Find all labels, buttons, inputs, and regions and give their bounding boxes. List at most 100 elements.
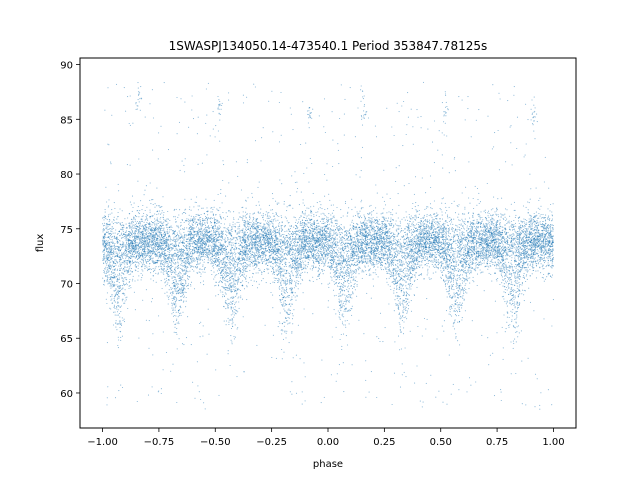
data-point (248, 216, 251, 218)
data-point (364, 266, 366, 268)
data-point (396, 250, 398, 253)
data-point (133, 262, 135, 264)
data-point (446, 253, 448, 256)
data-point (266, 226, 268, 228)
data-point (418, 229, 420, 231)
data-point (130, 263, 132, 265)
data-point (317, 250, 319, 252)
data-point (389, 245, 391, 247)
data-point (234, 283, 236, 285)
data-point (195, 216, 197, 218)
data-point (529, 268, 531, 270)
data-point (542, 232, 544, 234)
data-point (389, 225, 391, 227)
data-point (459, 232, 461, 234)
data-point (365, 273, 368, 275)
data-point (441, 229, 443, 231)
data-point (242, 232, 244, 234)
data-point (291, 331, 293, 333)
data-point (489, 262, 491, 265)
data-point (252, 228, 254, 230)
data-point (340, 244, 342, 247)
data-point (110, 308, 112, 310)
data-point (280, 215, 282, 217)
data-point (197, 258, 199, 260)
data-point (430, 255, 432, 257)
data-point (113, 248, 115, 250)
data-point (342, 236, 344, 238)
data-point (366, 223, 368, 225)
data-point (216, 222, 218, 225)
data-point (540, 224, 543, 226)
data-point (152, 271, 155, 273)
data-point (322, 255, 324, 257)
data-point (249, 232, 251, 234)
data-point (428, 253, 430, 255)
data-point (440, 227, 442, 229)
data-point (489, 225, 491, 227)
data-point (333, 309, 335, 311)
data-point (455, 278, 457, 280)
data-point (394, 271, 396, 273)
data-point (470, 267, 472, 269)
data-point (507, 266, 509, 268)
data-point (520, 269, 522, 271)
data-point (432, 225, 434, 227)
data-point (390, 225, 392, 227)
data-point (174, 296, 176, 298)
data-point (232, 270, 234, 272)
data-point (197, 257, 199, 259)
data-point (308, 247, 310, 249)
data-point (141, 269, 143, 271)
data-point (359, 239, 361, 241)
data-point (394, 238, 396, 240)
data-point (501, 214, 503, 216)
data-point (120, 275, 122, 277)
data-point (441, 231, 443, 234)
data-point (397, 217, 399, 219)
data-point (405, 287, 407, 289)
data-point (296, 260, 298, 262)
data-point (543, 267, 545, 270)
data-point (512, 243, 514, 245)
data-point (372, 246, 374, 248)
data-point (122, 281, 124, 283)
data-point (405, 259, 407, 261)
data-point (233, 308, 235, 311)
data-point (393, 310, 395, 312)
data-point (519, 271, 521, 273)
data-point (158, 205, 161, 207)
data-point (399, 285, 401, 287)
data-point (227, 287, 229, 290)
data-point (539, 197, 541, 199)
data-point (487, 268, 489, 270)
data-point (223, 238, 225, 240)
data-point (162, 196, 164, 198)
data-point (489, 214, 492, 216)
data-point (262, 234, 264, 236)
data-point (117, 302, 119, 304)
data-point (516, 287, 518, 289)
data-point (278, 230, 280, 232)
data-point (474, 268, 476, 270)
data-point (107, 269, 109, 271)
data-point (463, 222, 465, 224)
data-point (160, 271, 162, 273)
data-point (160, 236, 162, 238)
data-point (507, 283, 510, 285)
data-point (363, 250, 365, 252)
data-point (374, 229, 376, 231)
data-point (193, 234, 195, 236)
data-point (157, 273, 159, 275)
data-point (271, 222, 273, 224)
data-point (114, 307, 116, 310)
data-point (211, 273, 213, 276)
data-point (196, 262, 199, 264)
data-point (264, 263, 266, 265)
data-point (188, 230, 190, 233)
data-point (371, 211, 373, 213)
data-point (360, 239, 362, 241)
data-point (518, 230, 520, 232)
data-point (142, 252, 145, 254)
data-point (333, 215, 335, 217)
